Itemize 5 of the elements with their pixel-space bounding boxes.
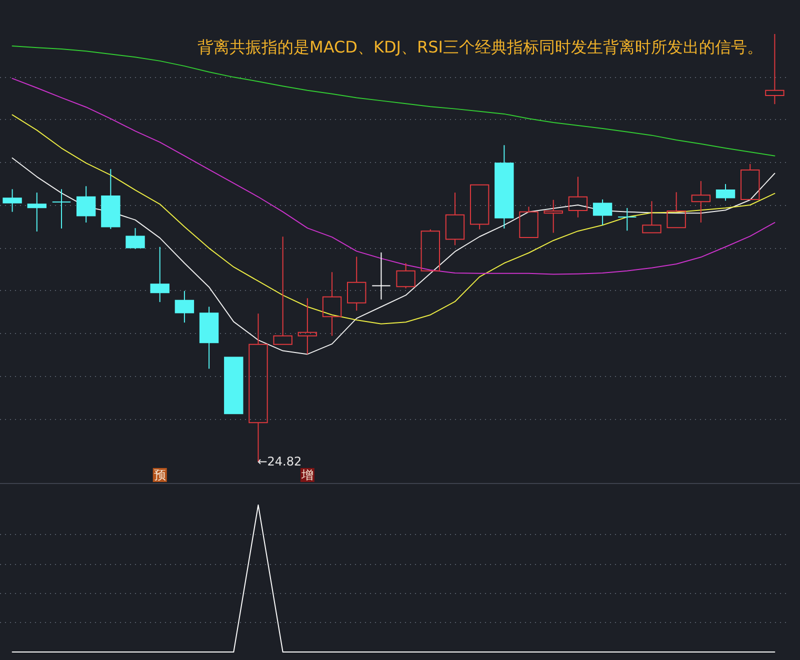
candlestick (765, 34, 784, 105)
candlestick (2, 188, 22, 212)
candlestick (76, 186, 96, 224)
candlestick (52, 188, 72, 230)
candlestick (27, 192, 46, 232)
